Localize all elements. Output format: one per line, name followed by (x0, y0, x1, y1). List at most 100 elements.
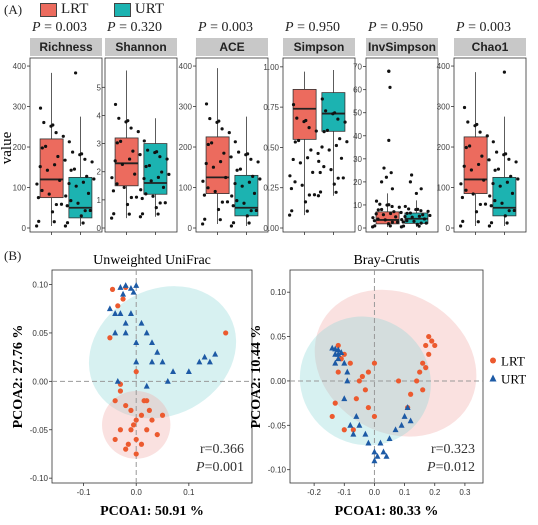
data-point-lrt (115, 141, 119, 145)
data-point-urt (81, 221, 85, 225)
facet-frame (365, 57, 439, 233)
data-point-urt (149, 179, 153, 183)
data-point-lrt (211, 165, 216, 169)
data-point-lrt (134, 195, 139, 199)
point-urt (371, 448, 378, 455)
x-axis-label: PCOA1: 80.33 % (335, 504, 439, 519)
data-point-urt (74, 184, 78, 188)
legend-swatch-lrt (40, 2, 57, 17)
annotation-r: r=0.366 (200, 442, 244, 457)
data-point-lrt (482, 178, 486, 182)
data-point-lrt (56, 154, 60, 159)
point-lrt (365, 369, 372, 375)
data-point-lrt (392, 210, 396, 214)
data-point-lrt (461, 219, 465, 223)
data-point-urt (67, 181, 71, 186)
outlier-point-lrt (382, 166, 386, 170)
data-point-urt (247, 221, 251, 225)
point-urt (130, 288, 137, 295)
data-point-lrt (316, 151, 320, 156)
outlier-point-lrt (389, 171, 393, 175)
data-point-urt (322, 165, 326, 169)
data-point-urt (498, 184, 502, 188)
facet-invsimpson: 0 10 20 30 40 50 60 70 (353, 57, 439, 235)
data-point-urt (146, 148, 150, 152)
data-point-urt (422, 217, 427, 221)
y-tick-label: -0.05 (268, 421, 287, 430)
data-point-urt (85, 174, 89, 178)
data-point-urt (318, 190, 323, 194)
legend-label-lrt: LRT (501, 354, 525, 369)
y-tick-label: 0.05 (32, 329, 48, 338)
data-point-urt (401, 224, 406, 228)
point-urt (106, 305, 113, 312)
y-tick-label: 20 (353, 178, 362, 187)
data-point-urt (496, 167, 501, 171)
data-point-urt (64, 194, 68, 198)
data-point-urt (316, 194, 321, 198)
data-point-lrt (206, 142, 210, 147)
point-lrt (123, 402, 129, 409)
data-point-urt (88, 208, 92, 213)
data-point-lrt (122, 185, 126, 190)
y-tick-label: 4 (97, 111, 102, 120)
point-urt (386, 435, 393, 442)
y-tick-label: 0.00 (32, 377, 48, 386)
data-point-urt (503, 152, 508, 156)
p-value-ace: P = 0.003 (198, 20, 253, 35)
data-point-lrt (220, 127, 224, 131)
facet-strip-richness: Richness (30, 38, 102, 56)
p-value-simpson: P = 0.950 (285, 20, 340, 35)
data-point-lrt (295, 116, 299, 120)
data-point-urt (512, 208, 516, 213)
data-point-urt (417, 224, 421, 228)
y-tick-label: 0.00 (263, 224, 279, 233)
outlier-point-lrt (384, 175, 388, 179)
box-lrt (292, 88, 317, 140)
data-point-lrt (309, 148, 313, 152)
data-point-lrt (131, 149, 135, 153)
point-lrt (159, 412, 166, 418)
data-point-lrt (468, 144, 472, 148)
data-point-urt (235, 199, 239, 203)
y-tick-label: 50 (353, 109, 362, 118)
data-point-lrt (129, 126, 133, 130)
facet-strip-ace: ACE (196, 38, 268, 56)
data-point-lrt (52, 163, 57, 167)
point-urt (380, 448, 387, 455)
data-point-lrt (35, 224, 39, 228)
point-lrt (154, 431, 160, 438)
data-point-urt (147, 163, 152, 168)
point-lrt (341, 427, 347, 433)
data-point-urt (245, 152, 250, 156)
data-point-lrt (51, 123, 55, 127)
point-lrt (144, 427, 150, 433)
data-point-urt (72, 167, 77, 171)
y-tick-label: 400 (13, 62, 27, 71)
data-point-lrt (376, 217, 380, 221)
point-lrt (138, 441, 145, 447)
data-point-urt (510, 191, 515, 195)
point-urt (114, 377, 121, 384)
data-point-urt (428, 213, 432, 218)
outlier-point-lrt (390, 187, 394, 191)
point-lrt (123, 446, 129, 452)
data-point-lrt (225, 200, 230, 204)
data-point-lrt (381, 213, 386, 217)
data-point-urt (67, 140, 71, 144)
facet-richness: 0 100 200 300 400 (13, 57, 103, 235)
data-point-urt (90, 160, 94, 164)
legend-label-urt: URT (501, 372, 526, 387)
data-point-lrt (394, 215, 398, 219)
data-point-lrt (371, 216, 375, 220)
point-urt (154, 348, 161, 355)
data-point-lrt (35, 182, 39, 186)
y-tick-label: 0 (358, 224, 363, 233)
data-point-lrt (115, 182, 119, 186)
y-tick-label: 0.50 (263, 143, 279, 152)
point-urt (362, 430, 369, 437)
y-tick-label: 0.10 (32, 281, 48, 290)
point-lrt (332, 400, 338, 406)
point-lrt (128, 427, 134, 433)
y-tick-label: 0.05 (270, 333, 286, 342)
